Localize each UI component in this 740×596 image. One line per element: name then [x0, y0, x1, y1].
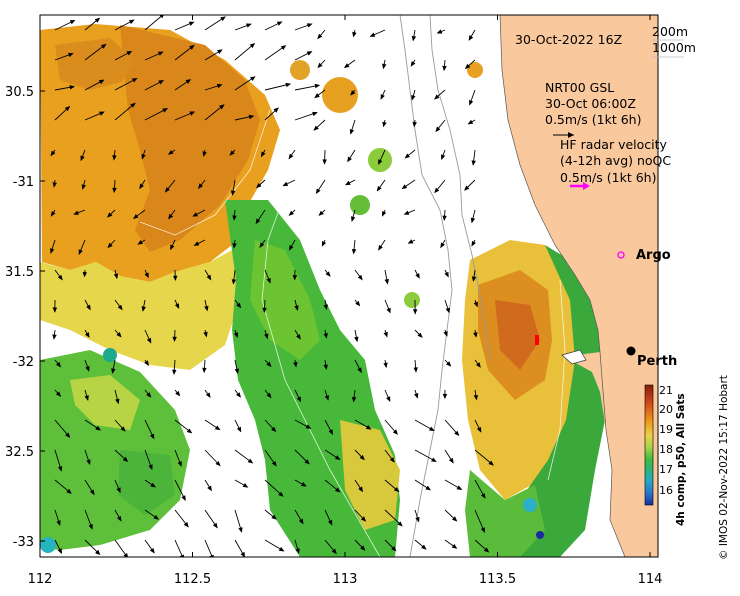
gsl-scale: 0.5m/s (1kt 6h) — [545, 112, 641, 127]
lat-tick-label: 32.5 — [5, 445, 34, 460]
credit-text: © IMOS 02-Nov-2022 15:17 Hobart — [718, 375, 730, 560]
radar-avg: (4-12h avg) noQC — [560, 153, 671, 168]
colorbar: 21 20 19 18 17 16 4h comp, p50, All Sats — [645, 384, 687, 526]
city-dot-icon — [627, 347, 636, 356]
colorbar-label: 4h comp, p50, All Sats — [675, 393, 687, 526]
colorbar-tick-17: 17 — [659, 463, 673, 476]
lat-tick-label: -33 — [13, 535, 34, 550]
timestamp-label: 30-Oct-2022 16Z — [515, 32, 622, 47]
lat-tick-label: 31.5 — [5, 265, 34, 280]
radar-title: HF radar velocity — [560, 137, 668, 152]
lon-tick-label: 113 — [333, 572, 358, 587]
colorbar-tick-18: 18 — [659, 443, 673, 456]
lat-tick-label: -31 — [13, 175, 34, 190]
contour-label-200: 200m — [652, 24, 688, 39]
radar-scale: 0.5m/s (1kt 6h) — [560, 170, 656, 185]
colorbar-tick-16: 16 — [659, 484, 673, 497]
colorbar-tick-21: 21 — [659, 384, 673, 397]
lon-tick-label: 114 — [638, 572, 663, 587]
colorbar-tick-19: 19 — [659, 423, 673, 436]
gsl-title: NRT00 GSL — [545, 80, 614, 95]
colorbar-tick-20: 20 — [659, 403, 673, 416]
latitude-axis: 30.5 -31 31.5 -32 32.5 -33 — [5, 85, 45, 550]
lon-tick-label: 113.5 — [479, 572, 516, 587]
lon-tick-label: 112 — [28, 572, 53, 587]
lat-tick-label: -32 — [13, 355, 34, 370]
perth-label: Perth — [637, 354, 677, 369]
contour-label-1000: 1000m — [652, 40, 696, 55]
colorbar-gradient — [645, 385, 653, 505]
gsl-date: 30-Oct 06:00Z — [545, 96, 636, 111]
lon-tick-label: 112.5 — [174, 572, 211, 587]
lat-tick-label: 30.5 — [5, 85, 34, 100]
argo-label: Argo — [636, 248, 671, 263]
